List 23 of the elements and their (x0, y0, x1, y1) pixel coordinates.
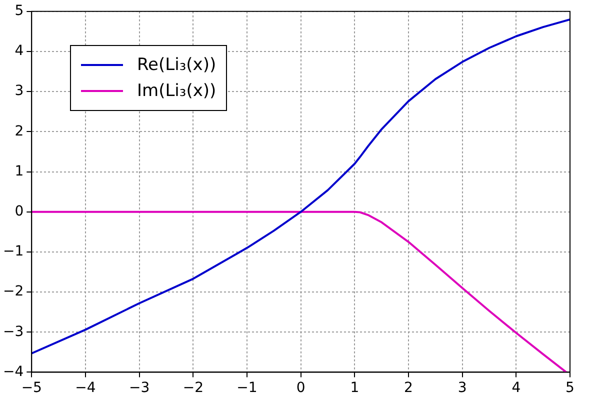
x-tick-label: 4 (512, 380, 521, 396)
y-tick-label: −3 (2, 324, 24, 340)
x-tick-label: −5 (21, 380, 42, 396)
y-tick-label: −1 (2, 244, 24, 260)
x-tick-label: 5 (566, 380, 574, 396)
x-tick-label: 3 (458, 380, 467, 396)
x-tick-label: 2 (404, 380, 413, 396)
y-tick-label: 3 (14, 83, 24, 100)
legend-label: Im(Li₃(x)) (137, 80, 216, 103)
y-tick-label: −4 (2, 364, 24, 380)
x-tick-label: −3 (128, 380, 150, 396)
y-tick-label: 5 (14, 3, 24, 20)
legend-label: Re(Li₃(x)) (137, 54, 216, 77)
x-tick-label: −4 (75, 380, 96, 396)
y-tick-label: 2 (14, 123, 24, 140)
y-tick-label: −2 (2, 284, 24, 300)
x-tick-label: −2 (182, 380, 204, 396)
y-tick-label: 4 (14, 43, 24, 60)
x-tick-label: −1 (236, 380, 258, 396)
y-tick-label: 1 (14, 163, 24, 180)
y-tick-label: 0 (14, 203, 24, 220)
x-tick-label: 0 (296, 380, 306, 396)
x-tick-label: 1 (350, 380, 360, 396)
